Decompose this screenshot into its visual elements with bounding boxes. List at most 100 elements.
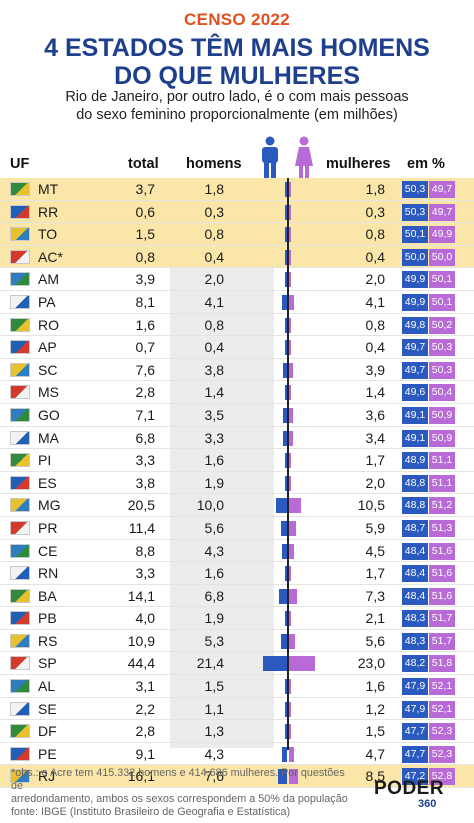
women-bar <box>289 611 291 626</box>
men-bar <box>263 656 287 671</box>
state-flag-icon <box>10 566 30 580</box>
table-row: RR 0,6 0,3 0,3 50,3 49,7 <box>0 201 474 224</box>
women-bar <box>289 724 291 739</box>
total-value: 3,9 <box>100 271 155 287</box>
women-bar <box>289 453 291 468</box>
footnote: *obs.: o Acre tem 415.332 homens e 414.6… <box>11 767 356 819</box>
state-flag-icon <box>10 747 30 761</box>
men-percent: 49,1 <box>402 407 428 424</box>
table-row: PE 9,1 4,3 4,7 47,7 52,3 <box>0 743 474 766</box>
state-flag-icon <box>10 544 30 558</box>
women-bar <box>289 431 293 446</box>
table-row: BA 14,1 6,8 7,3 48,4 51,6 <box>0 585 474 608</box>
men-percent: 50,3 <box>402 181 428 198</box>
women-percent: 50,9 <box>429 407 455 424</box>
state-flag-icon <box>10 702 30 716</box>
men-percent: 48,8 <box>402 475 428 492</box>
total-value: 0,7 <box>100 339 155 355</box>
women-bar <box>289 385 291 400</box>
logo-main: PODER <box>374 778 444 799</box>
women-percent: 50,3 <box>429 362 455 379</box>
women-bar <box>289 521 296 536</box>
women-percent: 50,4 <box>429 384 455 401</box>
state-code: CE <box>38 543 57 559</box>
state-flag-icon <box>10 453 30 467</box>
logo-sub: 360 <box>418 798 436 810</box>
table-row: CE 8,8 4,3 4,5 48,4 51,6 <box>0 540 474 563</box>
state-flag-icon <box>10 498 30 512</box>
total-value: 8,8 <box>100 543 155 559</box>
state-code: RR <box>38 204 58 220</box>
state-code: PE <box>38 746 57 762</box>
women-value: 1,8 <box>340 181 385 197</box>
table-row: DF 2,8 1,3 1,5 47,7 52,3 <box>0 720 474 743</box>
women-bar <box>289 566 291 581</box>
table-row: TO 1,5 0,8 0,8 50,1 49,9 <box>0 223 474 246</box>
state-code: AP <box>38 339 57 355</box>
men-value: 6,8 <box>184 588 224 604</box>
men-percent: 49,9 <box>402 294 428 311</box>
women-value: 23,0 <box>340 655 385 671</box>
state-flag-icon <box>10 589 30 603</box>
men-value: 4,1 <box>184 294 224 310</box>
state-code: MA <box>38 430 59 446</box>
state-code: MS <box>38 384 59 400</box>
total-value: 7,1 <box>100 407 155 423</box>
table-row: PB 4,0 1,9 2,1 48,3 51,7 <box>0 607 474 630</box>
men-value: 4,3 <box>184 543 224 559</box>
women-value: 2,1 <box>340 610 385 626</box>
state-flag-icon <box>10 340 30 354</box>
total-value: 1,6 <box>100 317 155 333</box>
women-value: 3,4 <box>340 430 385 446</box>
men-percent: 49,7 <box>402 362 428 379</box>
male-person-icon <box>259 136 281 180</box>
state-code: DF <box>38 723 57 739</box>
state-flag-icon <box>10 408 30 422</box>
state-code: SC <box>38 362 57 378</box>
total-value: 2,8 <box>100 723 155 739</box>
census-tag: CENSO 2022 <box>0 10 474 30</box>
men-value: 1,9 <box>184 610 224 626</box>
men-value: 1,9 <box>184 475 224 491</box>
poder360-logo: PODER 360 <box>374 778 444 800</box>
total-value: 11,4 <box>100 520 155 536</box>
men-percent: 48,4 <box>402 588 428 605</box>
women-value: 0,4 <box>340 339 385 355</box>
source-line: fonte: IBGE (Instituto Brasileiro de Geo… <box>11 806 356 819</box>
total-value: 3,7 <box>100 181 155 197</box>
men-bar <box>279 589 287 604</box>
men-value: 1,3 <box>184 723 224 739</box>
column-header-uf: UF <box>10 156 29 172</box>
women-value: 1,5 <box>340 723 385 739</box>
chart-subtitle: Rio de Janeiro, por outro lado, é o com … <box>0 88 474 124</box>
women-bar <box>289 363 293 378</box>
women-percent: 52,1 <box>429 701 455 718</box>
state-flag-icon <box>10 656 30 670</box>
state-code: PB <box>38 610 57 626</box>
state-code: BA <box>38 588 57 604</box>
women-percent: 49,7 <box>429 181 455 198</box>
women-value: 4,5 <box>340 543 385 559</box>
total-value: 2,2 <box>100 701 155 717</box>
footnote-line-2: arredondamento, ambos os sexos correspon… <box>11 793 356 806</box>
state-flag-icon <box>10 431 30 445</box>
women-percent: 49,9 <box>429 226 455 243</box>
women-percent: 51,7 <box>429 610 455 627</box>
men-percent: 50,1 <box>402 226 428 243</box>
men-percent: 47,7 <box>402 746 428 763</box>
state-flag-icon <box>10 611 30 625</box>
total-value: 7,6 <box>100 362 155 378</box>
women-percent: 51,1 <box>429 452 455 469</box>
state-code: RN <box>38 565 58 581</box>
men-percent: 48,9 <box>402 452 428 469</box>
state-code: AC* <box>38 249 63 265</box>
table-row: AL 3,1 1,5 1,6 47,9 52,1 <box>0 675 474 698</box>
state-code: RO <box>38 317 59 333</box>
men-value: 4,3 <box>184 746 224 762</box>
men-percent: 48,8 <box>402 497 428 514</box>
state-flag-icon <box>10 182 30 196</box>
state-code: PA <box>38 294 56 310</box>
men-value: 10,0 <box>184 497 224 513</box>
table-row: MS 2,8 1,4 1,4 49,6 50,4 <box>0 381 474 404</box>
women-percent: 51,6 <box>429 565 455 582</box>
